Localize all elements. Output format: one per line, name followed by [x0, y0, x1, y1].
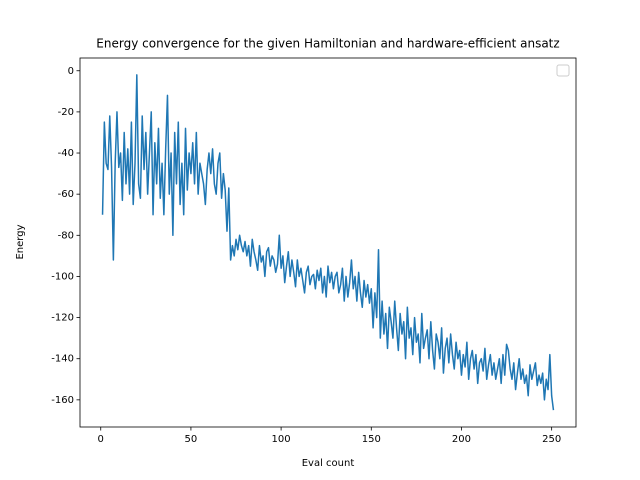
- y-tick-label: -20: [58, 107, 74, 118]
- x-axis-label: Eval count: [302, 458, 355, 469]
- x-tick-label: 0: [98, 434, 104, 445]
- x-tick-label: 150: [362, 434, 381, 445]
- legend: [556, 64, 570, 77]
- y-tick-label: -140: [51, 354, 74, 365]
- y-tick-label: -60: [58, 189, 74, 200]
- x-tick-label: 100: [272, 434, 291, 445]
- y-tick-label: -80: [58, 230, 74, 241]
- y-tick-label: 0: [68, 66, 74, 77]
- y-tick-label: -120: [51, 313, 74, 324]
- chart-title: Energy convergence for the given Hamilto…: [96, 37, 559, 51]
- y-axis-label: Energy: [15, 224, 26, 259]
- y-tick-label: -100: [51, 271, 74, 282]
- y-tick-label: -160: [51, 395, 74, 406]
- y-tick-label: -40: [58, 148, 74, 159]
- x-tick-label: 50: [185, 434, 198, 445]
- data-line: [101, 74, 555, 411]
- x-tick-label: 200: [452, 434, 471, 445]
- x-tick-label: 250: [542, 434, 561, 445]
- axes-frame: [79, 57, 577, 428]
- plot-area: [101, 74, 555, 411]
